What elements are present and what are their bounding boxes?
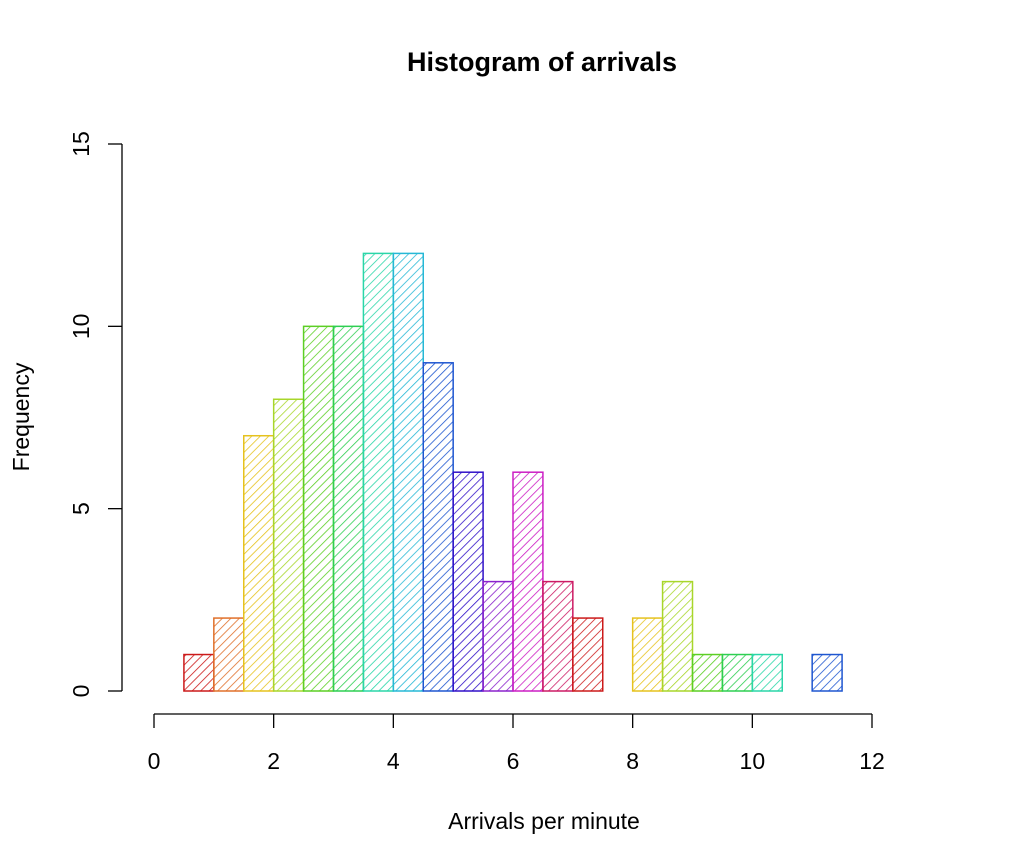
- histogram-bar: [452, 471, 484, 692]
- histogram-bar: [422, 362, 454, 692]
- y-tick-label: 10: [68, 314, 94, 340]
- histogram-bar: [631, 617, 664, 692]
- x-tick-label: 0: [148, 748, 161, 774]
- x-tick-label: 12: [859, 748, 885, 774]
- x-tick-label: 10: [740, 748, 766, 774]
- chart-title: Histogram of arrivals: [407, 47, 677, 77]
- x-tick-label: 8: [626, 748, 639, 774]
- histogram-bar: [691, 653, 724, 692]
- y-axis: 0 5 10 15: [68, 131, 123, 698]
- histogram-bar: [811, 653, 843, 692]
- y-tick-label: 15: [68, 131, 94, 157]
- x-axis-label: Arrivals per minute: [448, 808, 640, 834]
- histogram-bar: [332, 325, 365, 692]
- histogram-bar: [272, 398, 305, 692]
- histogram-bar: [751, 653, 783, 692]
- y-axis-label: Frequency: [8, 362, 34, 471]
- histogram-bar: [302, 325, 335, 692]
- histogram-bar: [213, 617, 245, 692]
- histogram-bar: [512, 471, 544, 692]
- histogram-bar: [721, 653, 754, 692]
- x-tick-label: 4: [387, 748, 400, 774]
- histogram-bar: [661, 580, 694, 692]
- y-tick-label: 5: [68, 502, 94, 515]
- histogram-bar: [482, 580, 514, 692]
- histogram-bar: [392, 252, 425, 692]
- x-tick-label: 6: [507, 748, 520, 774]
- x-axis: 0 2 4 6 8 10 12: [148, 713, 885, 774]
- y-tick-label: 0: [68, 685, 94, 698]
- histogram-bar: [362, 252, 395, 692]
- x-tick-label: 2: [267, 748, 280, 774]
- histogram-bar: [243, 434, 275, 692]
- histogram-bar: [542, 580, 574, 692]
- histogram-bar: [572, 617, 604, 692]
- bars-group: [183, 252, 843, 692]
- histogram-bar: [183, 653, 215, 692]
